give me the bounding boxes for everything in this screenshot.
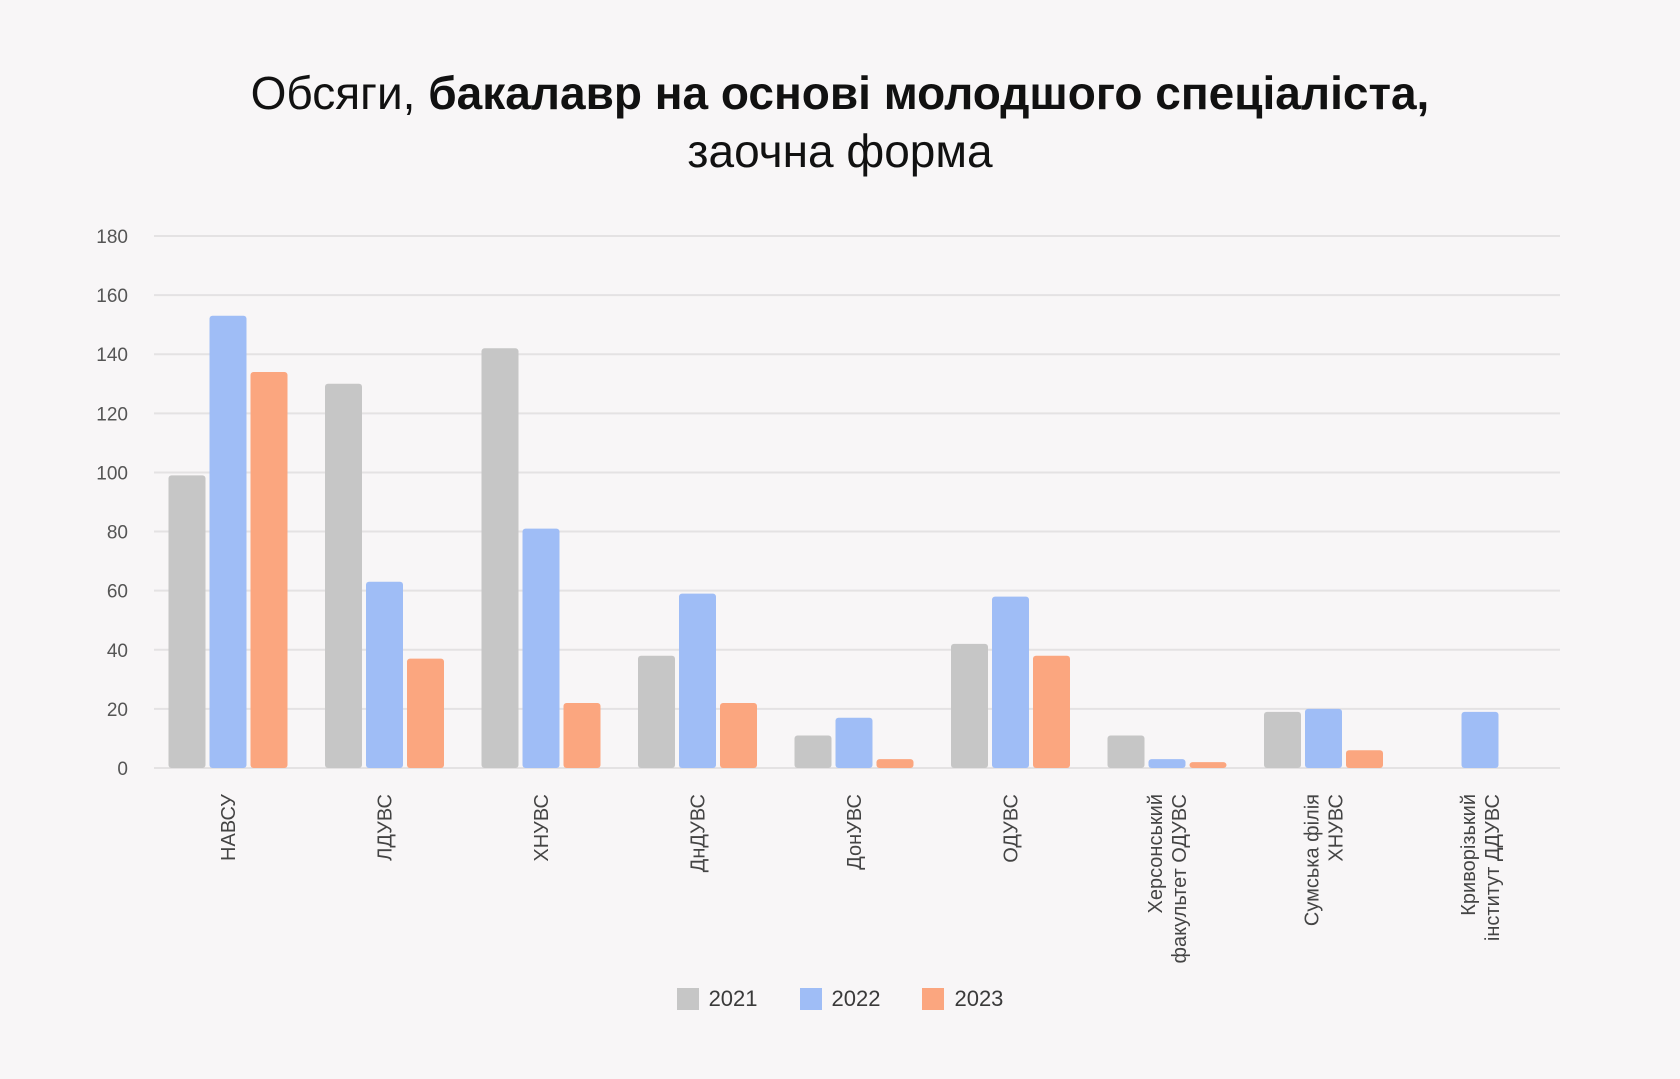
legend-label: 2021: [708, 986, 758, 1011]
y-tick-label: 100: [96, 463, 128, 484]
legend-swatch: [799, 988, 822, 1010]
bar-2021: [794, 735, 832, 768]
bar-2022: [366, 581, 403, 768]
x-tick-label: ДнДУВС: [688, 794, 710, 872]
bar-2023: [1346, 750, 1383, 768]
bar-2023: [407, 658, 444, 768]
x-tick-label: ХНУВС: [531, 794, 553, 862]
y-tick-label: 40: [107, 641, 128, 662]
bar-2023: [1189, 762, 1227, 768]
x-tick-label: Криворізький інститут ДДУВС: [1458, 794, 1504, 941]
legend-swatch: [676, 988, 699, 1010]
legend-label: 2022: [831, 986, 881, 1011]
y-tick-labels: 0 20 40 60 80 100 120 140 160 180: [96, 227, 128, 780]
y-tick-label: 160: [96, 286, 128, 307]
y-tick-label: 0: [117, 759, 128, 780]
y-tick-label: 120: [96, 404, 128, 425]
legend-swatch: [922, 988, 945, 1010]
bar-2021: [951, 643, 988, 768]
x-tick-label: ЛДУВС: [375, 794, 397, 861]
bar-2021: [168, 475, 206, 768]
x-tick-label: ДонУВС: [844, 794, 866, 870]
bar-2022: [209, 315, 247, 768]
x-tick-label: Херсонський факультет ОДУВС: [1145, 794, 1191, 963]
title-part-bold: бакалавр на основі молодшого спеціаліста…: [428, 67, 1430, 119]
y-tick-label: 80: [107, 523, 128, 544]
bar-2022: [992, 596, 1029, 768]
bars: [168, 315, 1499, 768]
bar-2021: [1264, 711, 1301, 768]
x-tick-labels: НАВСУ ЛДУВС ХНУВС ДнДУВС ДонУВС ОДУВС Херсонсь…: [218, 794, 1504, 964]
bar-2021: [1107, 735, 1145, 768]
bar-2021: [638, 655, 675, 768]
grid-lines: [154, 235, 1560, 769]
bar-2023: [720, 702, 757, 768]
y-tick-label: 140: [96, 345, 128, 366]
bar-2021: [325, 383, 362, 768]
bar-2022: [1461, 711, 1499, 768]
bar-2021: [481, 348, 519, 768]
y-tick-label: 60: [107, 582, 128, 603]
y-tick-label: 180: [96, 227, 128, 248]
title-line-2: заочна форма: [687, 125, 993, 177]
bar-2023: [250, 371, 288, 768]
legend-item-2023: 2023: [922, 986, 1003, 1012]
bar-2022: [1305, 708, 1342, 768]
legend-item-2022: 2022: [799, 986, 881, 1012]
legend-item-2021: 2021: [676, 986, 758, 1012]
chart-title: Обсяги, бакалавр на основі молодшого спе…: [0, 64, 1680, 180]
title-part-normal: Обсяги,: [250, 67, 429, 119]
legend-label: 2023: [954, 986, 1004, 1011]
bar-2022: [1148, 759, 1186, 768]
bar-2023: [563, 702, 601, 768]
bar-2023: [1033, 655, 1070, 768]
bar-2022: [679, 593, 716, 768]
bar-2022: [835, 717, 873, 768]
x-tick-label: НАВСУ: [218, 794, 240, 861]
x-tick-label: ОДУВС: [1001, 794, 1023, 863]
bar-2022: [522, 528, 560, 768]
bar-2023: [876, 759, 914, 768]
legend: 2021 2022 2023: [0, 986, 1680, 1012]
y-tick-label: 20: [107, 700, 128, 721]
x-tick-label: Сумська філія ХНУВС: [1302, 794, 1348, 926]
